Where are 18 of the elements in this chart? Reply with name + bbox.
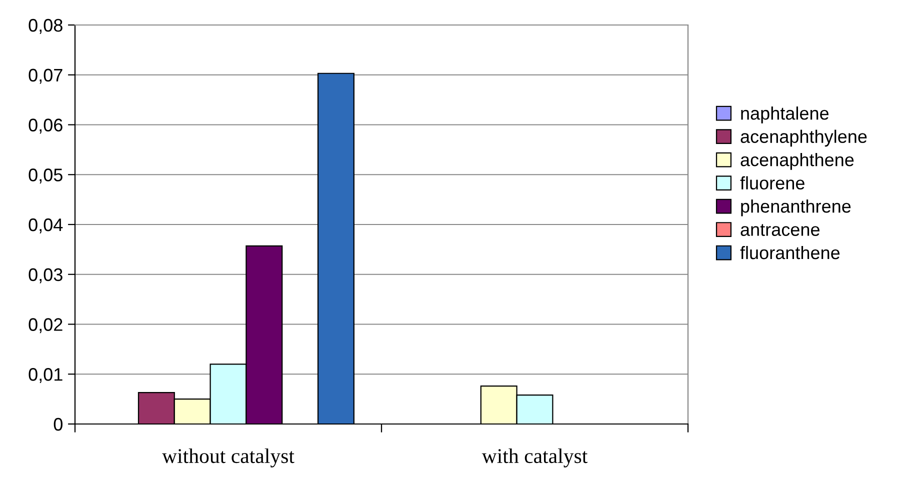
y-tick-label: 0,07	[28, 68, 62, 84]
y-tick-label: 0	[54, 418, 62, 431]
y-tick-label: 0,04	[28, 218, 63, 234]
y-tick-label: 0,08	[28, 18, 62, 34]
legend-label: antracene	[740, 224, 820, 236]
y-tick-label: 0,03	[28, 268, 62, 284]
legend-label: fluorene	[740, 176, 804, 190]
legend-label: naphtalene	[741, 106, 829, 124]
y-tick-label: 0,05	[28, 168, 62, 184]
legend-label: fluoranthene	[740, 246, 840, 260]
y-tick-label: 0,06	[28, 118, 62, 134]
y-tick-label: 0,02	[28, 318, 62, 334]
legend-label: acenaphthylene	[740, 130, 867, 147]
y-tick-label: 0,01	[28, 368, 62, 383]
legend-label: acenaphthene	[740, 152, 854, 170]
legend-label: phenanthrene	[741, 199, 851, 216]
x-tick-label: with catalyst	[482, 448, 588, 468]
x-tick-label: without catalyst	[162, 448, 294, 468]
